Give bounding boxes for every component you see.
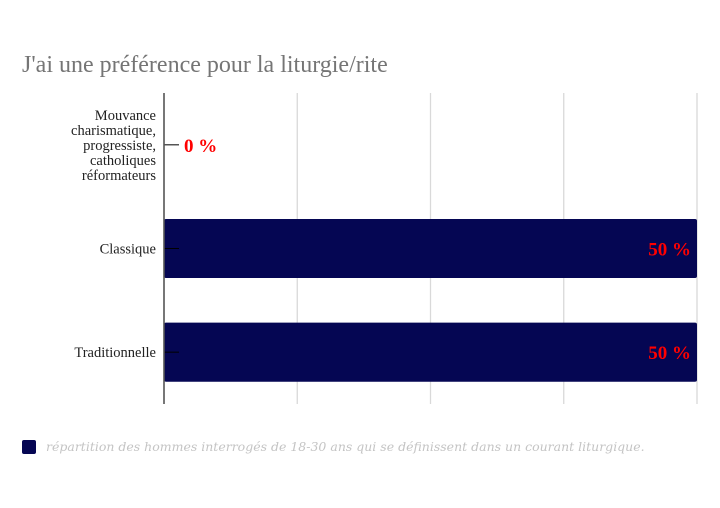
category-label-line: Mouvance xyxy=(95,108,156,124)
legend-swatch xyxy=(22,439,36,454)
category-label-line: charismatique, xyxy=(71,123,156,139)
category-label: Traditionnelle xyxy=(74,345,156,361)
axes xyxy=(163,93,179,404)
labels: Mouvance charismatique, progressiste, catho… xyxy=(71,108,691,364)
bar xyxy=(164,218,697,279)
bar xyxy=(164,322,697,382)
bars xyxy=(164,218,697,382)
data-label: 0 % xyxy=(184,136,217,157)
legend: répartition des hommes interrogés de 18-… xyxy=(22,439,645,454)
category-label-line: Classique xyxy=(100,242,156,258)
category-label-line: progressiste, xyxy=(83,138,156,154)
category-label: Mouvance charismatique, progressiste, catho… xyxy=(71,108,156,184)
category-label: Classique xyxy=(100,242,156,258)
category-label-line: catholiques xyxy=(90,153,156,169)
category-label-line: Traditionnelle xyxy=(74,345,156,361)
chart-title: J'ai une préférence pour la liturgie/rit… xyxy=(22,52,388,78)
legend-label: répartition des hommes interrogés de 18-… xyxy=(46,439,645,454)
data-label: 50 % xyxy=(648,240,691,261)
category-label-line: réformateurs xyxy=(82,168,156,184)
data-label: 50 % xyxy=(648,343,691,364)
